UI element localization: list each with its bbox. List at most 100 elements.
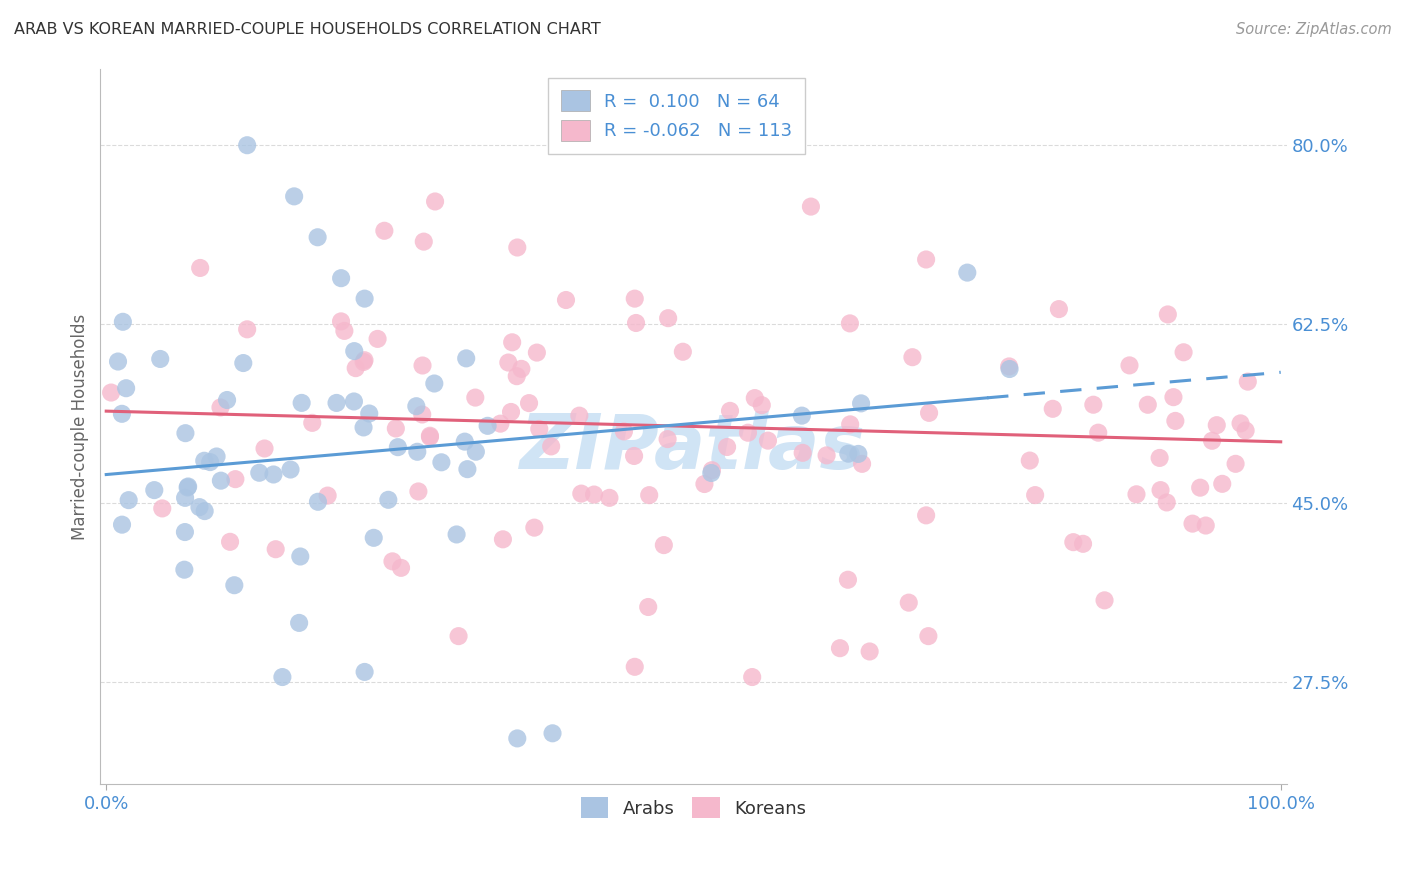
Point	[290, 549, 312, 564]
Point	[464, 444, 486, 458]
Point	[353, 292, 375, 306]
Point	[389, 561, 412, 575]
Point	[859, 644, 882, 658]
Point	[224, 472, 246, 486]
Point	[100, 385, 122, 400]
Point	[998, 362, 1021, 376]
Point	[419, 428, 441, 442]
Point	[598, 491, 620, 505]
Point	[1018, 453, 1040, 467]
Point	[851, 457, 873, 471]
Point	[846, 447, 869, 461]
Point	[998, 359, 1021, 374]
Text: ZIPatlas: ZIPatlas	[520, 411, 866, 485]
Point	[569, 486, 592, 500]
Point	[623, 660, 645, 674]
Point	[477, 418, 499, 433]
Point	[456, 462, 478, 476]
Point	[540, 439, 562, 453]
Point	[837, 573, 859, 587]
Point	[498, 355, 520, 369]
Point	[506, 369, 529, 384]
Point	[1181, 516, 1204, 531]
Point	[454, 434, 477, 449]
Point	[456, 351, 478, 366]
Point	[506, 240, 529, 254]
Point	[143, 483, 166, 497]
Point	[1234, 424, 1257, 438]
Legend: Arabs, Koreans: Arabs, Koreans	[574, 790, 813, 825]
Point	[316, 489, 339, 503]
Point	[253, 442, 276, 456]
Point	[1136, 398, 1159, 412]
Point	[1118, 359, 1140, 373]
Point	[716, 440, 738, 454]
Point	[343, 344, 366, 359]
Point	[1062, 535, 1084, 549]
Point	[517, 396, 540, 410]
Point	[381, 554, 404, 568]
Point	[523, 521, 546, 535]
Point	[1157, 308, 1180, 322]
Point	[307, 495, 329, 509]
Point	[423, 194, 446, 209]
Point	[1149, 483, 1171, 497]
Point	[837, 447, 859, 461]
Point	[408, 484, 430, 499]
Point	[447, 629, 470, 643]
Point	[325, 396, 347, 410]
Point	[815, 449, 838, 463]
Point	[283, 189, 305, 203]
Point	[353, 665, 375, 679]
Point	[194, 504, 217, 518]
Point	[1164, 414, 1187, 428]
Point	[1211, 476, 1233, 491]
Point	[693, 477, 716, 491]
Point	[652, 538, 675, 552]
Point	[423, 376, 446, 391]
Point	[838, 317, 860, 331]
Point	[353, 353, 375, 368]
Point	[623, 449, 645, 463]
Point	[901, 350, 924, 364]
Point	[897, 596, 920, 610]
Point	[492, 533, 515, 547]
Point	[247, 466, 270, 480]
Point	[188, 500, 211, 515]
Point	[219, 534, 242, 549]
Point	[657, 432, 679, 446]
Point	[737, 425, 759, 440]
Point	[188, 260, 211, 275]
Point	[529, 422, 551, 436]
Point	[1229, 417, 1251, 431]
Point	[1236, 375, 1258, 389]
Point	[176, 480, 198, 494]
Point	[291, 396, 314, 410]
Point	[288, 615, 311, 630]
Point	[193, 454, 215, 468]
Point	[700, 466, 723, 480]
Point	[271, 670, 294, 684]
Point	[756, 434, 779, 448]
Point	[406, 444, 429, 458]
Point	[956, 266, 979, 280]
Point	[353, 355, 375, 369]
Point	[917, 629, 939, 643]
Point	[118, 493, 141, 508]
Point	[700, 463, 723, 477]
Point	[751, 398, 773, 412]
Point	[412, 235, 434, 249]
Point	[343, 394, 366, 409]
Point	[555, 293, 578, 307]
Point	[209, 401, 232, 415]
Point	[280, 462, 302, 476]
Point	[224, 578, 246, 592]
Point	[1071, 537, 1094, 551]
Point	[718, 404, 741, 418]
Point	[1083, 398, 1105, 412]
Point	[174, 491, 197, 505]
Point	[333, 324, 356, 338]
Point	[405, 399, 427, 413]
Point	[385, 421, 408, 435]
Point	[205, 450, 228, 464]
